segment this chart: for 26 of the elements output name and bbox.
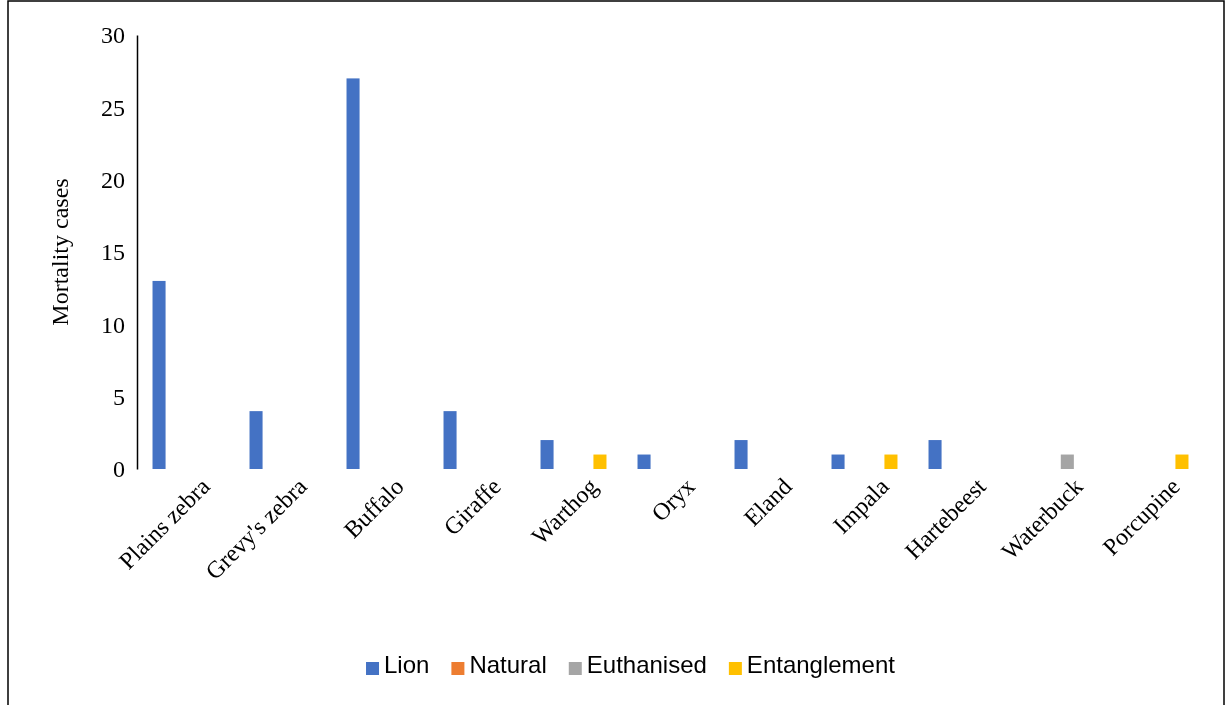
y-tick-label: 0 (113, 456, 125, 483)
bar (593, 454, 607, 469)
y-axis-title: Mortality cases (47, 178, 73, 326)
bar (346, 78, 360, 469)
y-tick-label: 15 (101, 239, 125, 266)
bar (734, 440, 748, 469)
bar (928, 440, 942, 469)
bar (831, 454, 845, 469)
y-tick-label: 20 (101, 166, 125, 193)
bar (1175, 454, 1189, 469)
legend-label: Euthanised (586, 651, 707, 678)
legend-label: Entanglement (746, 651, 896, 678)
y-tick-label: 25 (101, 94, 125, 121)
legend-label: Natural (469, 651, 547, 678)
bar (1060, 454, 1074, 469)
bar (637, 454, 651, 469)
bar (249, 411, 263, 469)
legend-label: Lion (384, 651, 430, 678)
bar (443, 411, 457, 469)
bar (540, 440, 554, 469)
y-tick-label: 10 (101, 311, 125, 338)
y-tick-label: 30 (101, 22, 125, 49)
y-tick-label: 5 (113, 383, 125, 410)
bar (152, 280, 166, 469)
x-tick-label: Oryx (646, 473, 700, 527)
bar (884, 454, 898, 469)
